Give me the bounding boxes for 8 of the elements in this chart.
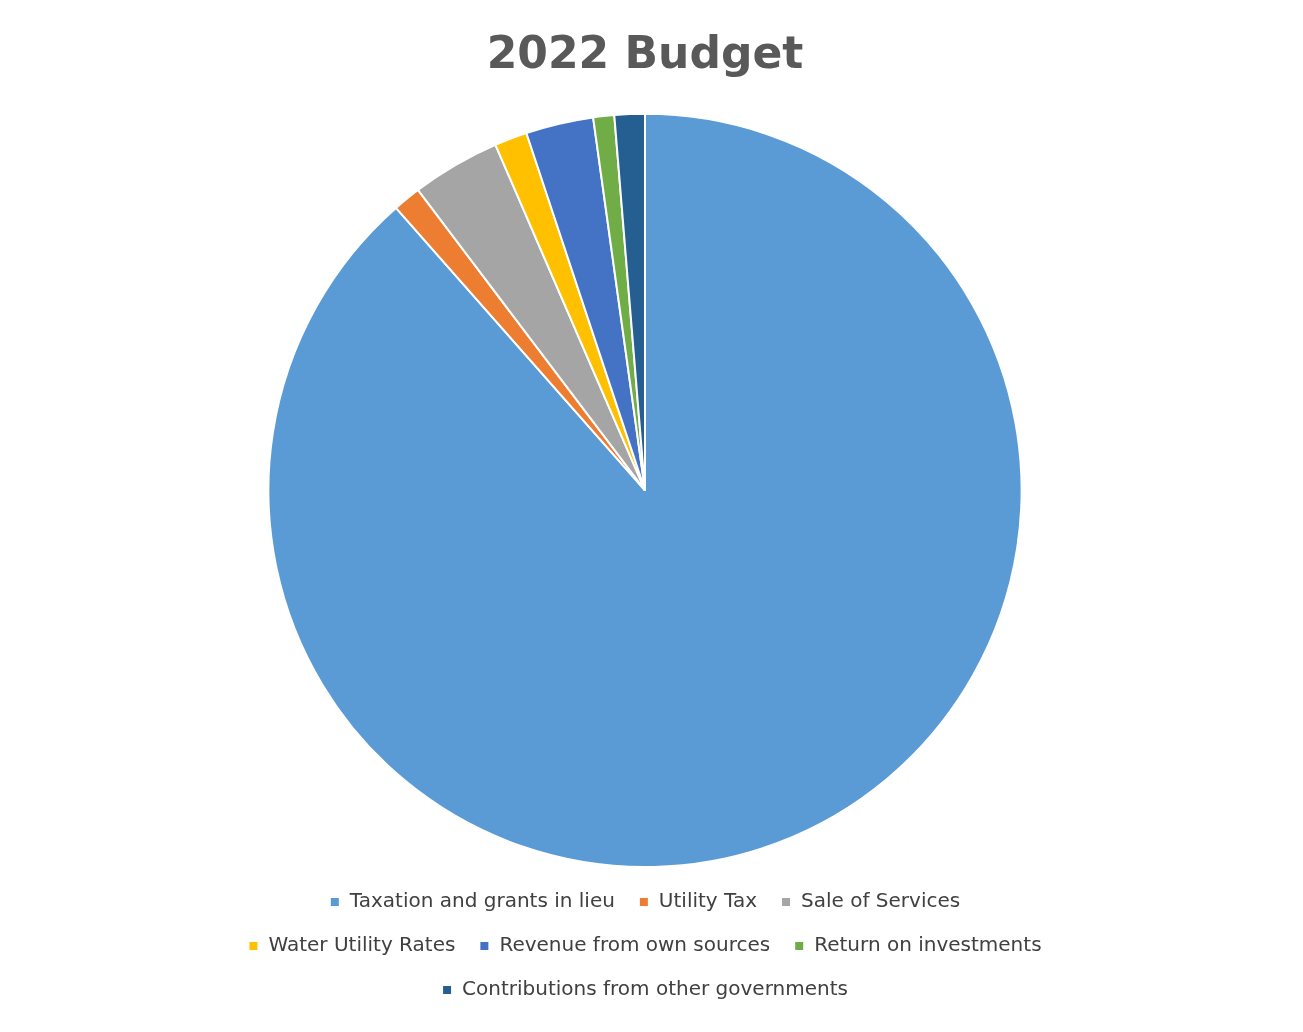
legend-label: Return on investments — [814, 932, 1042, 957]
legend-label: Utility Tax — [658, 888, 758, 913]
legend-label: Sale of Services — [801, 888, 961, 913]
chart-title: 2022 Budget — [486, 26, 804, 78]
legend-label: Contributions from other governments — [462, 976, 848, 1001]
legend-label: Taxation and grants in lieu — [348, 888, 615, 913]
legend-label: Water Utility Rates — [268, 932, 456, 957]
legend-label: Revenue from own sources — [499, 932, 771, 957]
